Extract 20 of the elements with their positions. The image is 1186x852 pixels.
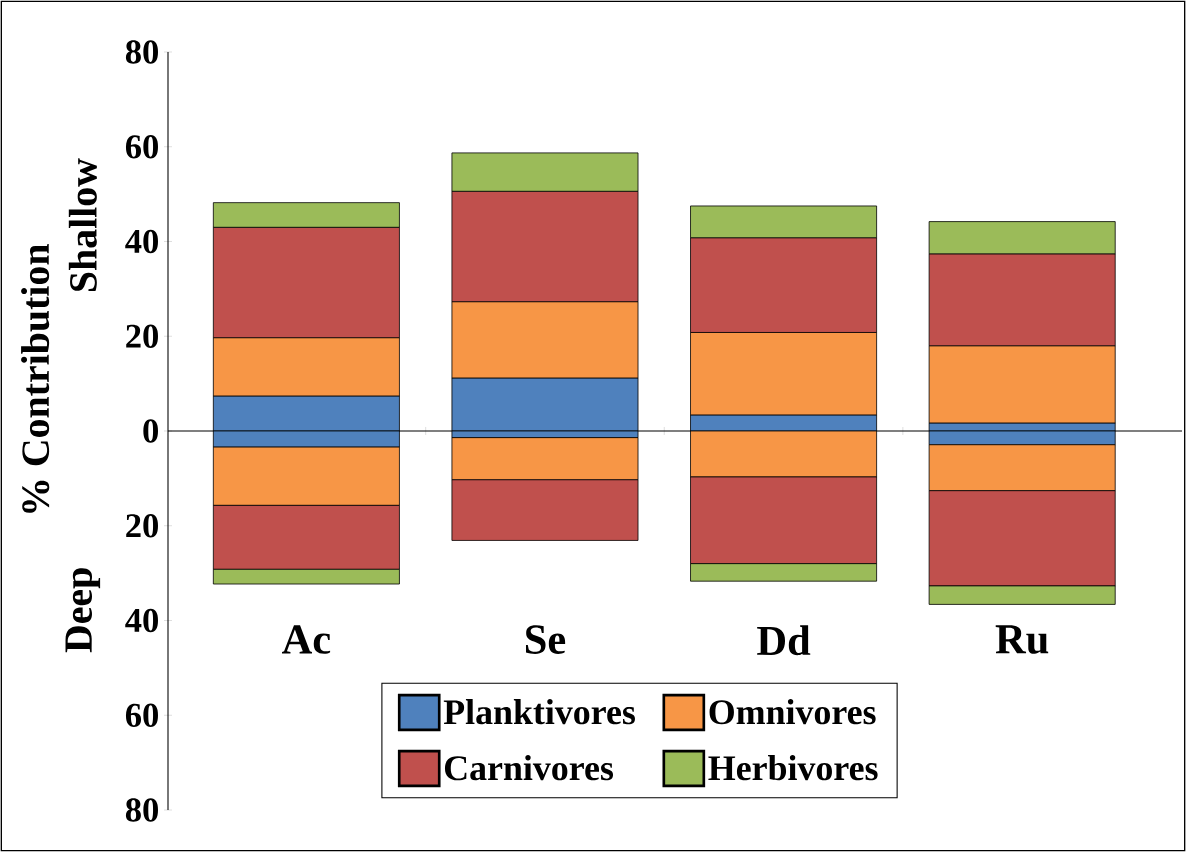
legend-label: Planktivores bbox=[443, 699, 635, 725]
x-tick-label: Ru bbox=[995, 625, 1049, 654]
legend-label: Herbivores bbox=[708, 755, 878, 781]
x-tick-label: Dd bbox=[757, 625, 811, 656]
y-tick-label: 80 bbox=[125, 40, 158, 64]
y-tick-label: 40 bbox=[125, 608, 158, 633]
y-axis-title: % Contribution bbox=[21, 244, 50, 513]
y-tick-label: 20 bbox=[126, 324, 158, 348]
x-tick-label: Ac bbox=[282, 625, 331, 654]
legend-label: Omnivores bbox=[709, 699, 876, 725]
y-tick-label: 60 bbox=[125, 703, 158, 727]
x-tick-label: Se bbox=[525, 625, 566, 654]
y-tick-label: 0 bbox=[143, 419, 158, 443]
y-tick-label: 80 bbox=[125, 798, 158, 822]
text: Shallow bbox=[68, 158, 97, 291]
y-tick-label: 40 bbox=[125, 229, 158, 254]
text: Deep bbox=[65, 568, 101, 653]
y-tick-label: 60 bbox=[125, 135, 158, 159]
y-tick-label: 20 bbox=[126, 514, 158, 538]
legend-label: Carnivores bbox=[444, 755, 614, 781]
